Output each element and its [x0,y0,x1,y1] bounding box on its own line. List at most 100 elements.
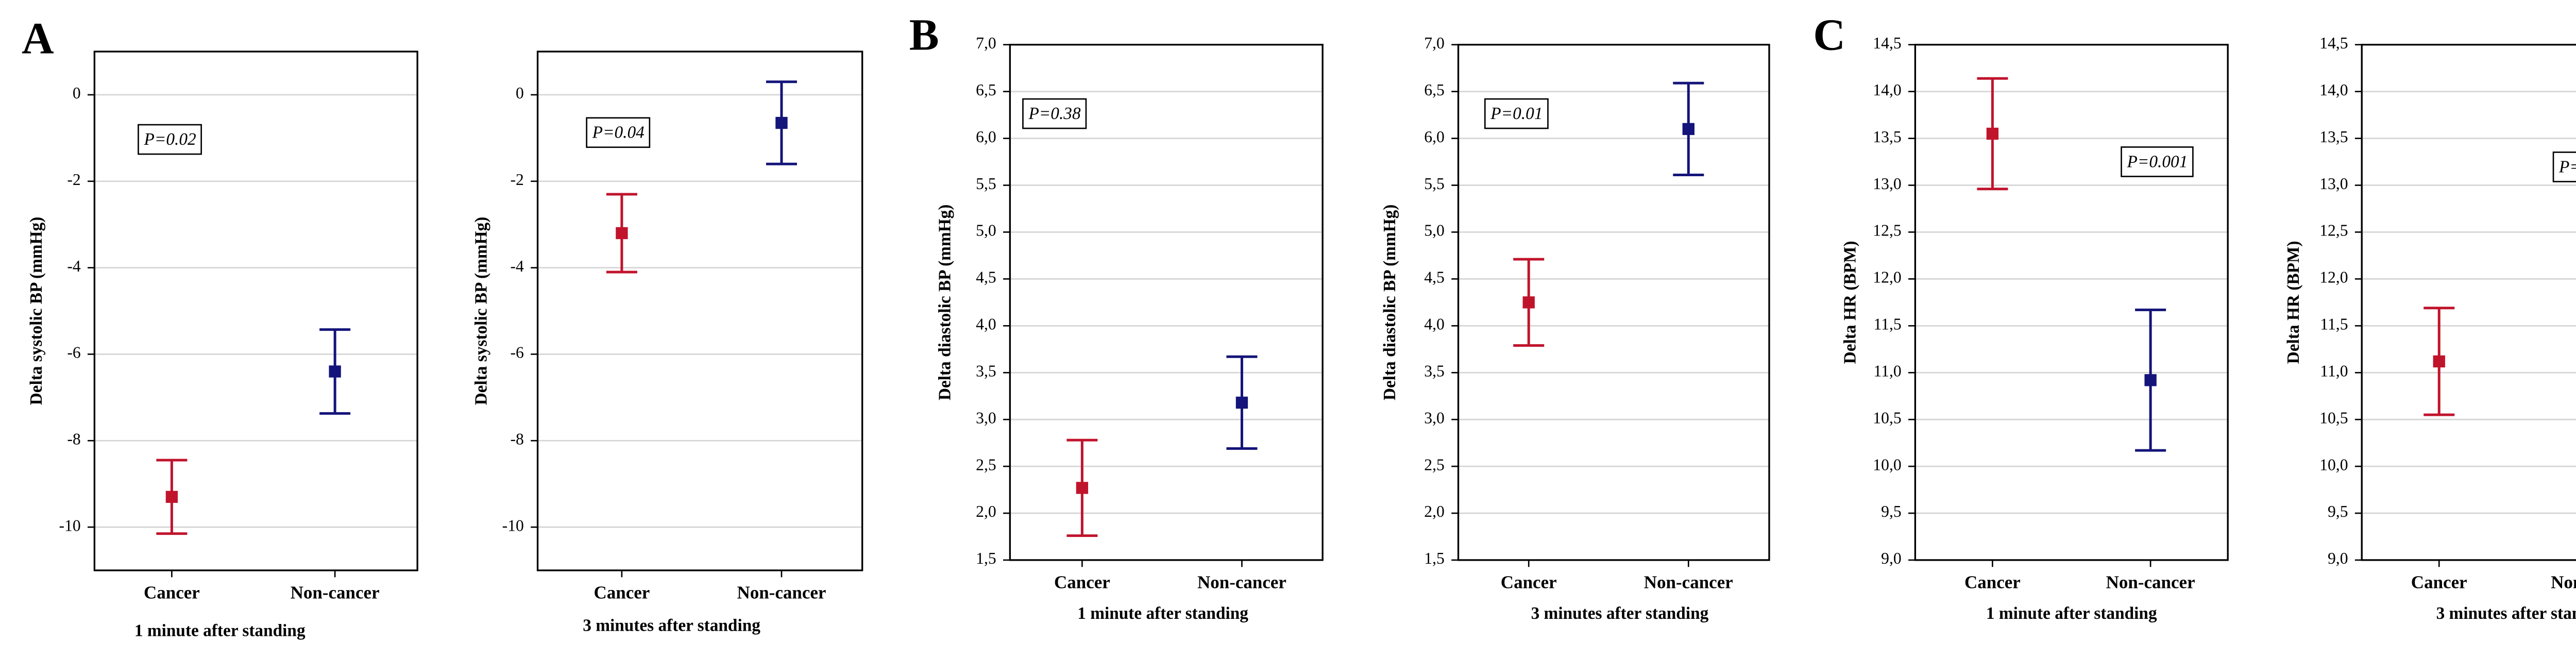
mean-marker [1235,396,1248,409]
y-tick-label: 7,0 [1424,34,1445,52]
plot-frame [93,50,418,571]
panel: -10 -8 -6 -4 -2 0 Cancer Non-cancer Delta systol… [472,50,863,635]
y-tick-label: 1,5 [976,549,996,567]
panel-label: C [1813,10,1845,60]
p-value-annotation: P=0.38 [1028,104,1081,123]
y-axis-label: Delta HR (BPM) [1841,241,1860,364]
panel-label: A [22,13,54,63]
y-tick-label: -2 [67,171,80,189]
y-tick-label: 12,0 [2319,268,2348,286]
mean-marker [1682,123,1694,136]
y-tick-label: -8 [510,430,523,448]
panel: 9,0 9,5 10,0 10,5 11,0 11,5 12,0 12,5 13,0 13,5 14… [1813,10,2229,623]
y-tick-label: 4,5 [976,268,996,286]
y-axis-label: Delta diastolic BP (mmHg) [1380,205,1399,400]
mean-marker [165,491,178,503]
y-tick-label: 4,0 [1424,315,1445,333]
x-tick-label: Cancer [594,583,650,603]
y-tick-label: 4,5 [1424,268,1445,286]
plot-frame [2361,44,2576,561]
x-tick-label: Non-cancer [2106,572,2195,593]
x-axis-label: 1 minute after standing [134,621,306,640]
y-tick-label: 9,0 [2328,549,2348,567]
y-tick-label: 0 [73,84,81,102]
y-tick-label: -10 [59,516,80,534]
p-value-annotation: P=0.02 [143,130,196,149]
y-tick-label: 3,5 [976,362,996,380]
y-axis-label: Delta systolic BP (mmHg) [27,217,46,406]
x-tick-label: Cancer [144,583,200,603]
y-tick-label: 11,0 [2320,362,2348,380]
y-tick-label: 11,5 [1873,315,1901,333]
mean-marker [1076,482,1089,494]
y-tick-label: 6,5 [976,81,996,99]
mean-marker [1986,127,1999,140]
y-tick-label: 11,0 [1873,362,1901,380]
mean-marker [1522,296,1535,309]
x-tick-label: Cancer [2411,572,2467,593]
mean-marker [775,116,788,129]
x-tick-label: Non-cancer [2551,572,2576,593]
x-tick-label: Cancer [1054,572,1110,593]
x-tick-label: Non-cancer [1197,572,1286,593]
y-tick-label: 2,0 [976,502,996,520]
mean-marker [2433,355,2445,368]
x-axis-label: 3 minutes after standing [2436,604,2576,623]
y-tick-label: -2 [510,171,523,189]
y-axis-label: Delta systolic BP (mmHg) [472,217,491,406]
y-tick-label: 10,5 [2319,409,2348,427]
y-tick-label: 3,5 [1424,362,1445,380]
annotation-box [586,117,651,148]
y-tick-label: 13,5 [2319,128,2348,146]
y-axis-label: Delta HR (BPM) [2284,241,2303,364]
y-tick-label: 12,5 [2319,222,2348,240]
x-tick-label: Non-cancer [737,583,826,603]
y-tick-label: 5,5 [1424,175,1445,193]
p-value-annotation: P=0.001 [2127,152,2188,171]
x-axis-label: 1 minute after standing [1077,604,1248,623]
y-tick-label: -4 [67,257,81,275]
mean-marker [616,227,628,240]
y-tick-label: 10,0 [2319,455,2348,474]
y-tick-label: 2,5 [1424,455,1445,474]
y-tick-label: -4 [510,257,524,275]
p-value-annotation: P=0.01 [1490,104,1543,123]
x-tick-label: Cancer [1964,572,2021,593]
y-tick-label: 3,0 [1424,409,1445,427]
plot-frame [536,50,863,571]
mean-marker [329,365,341,378]
y-tick-label: -8 [67,430,80,448]
y-tick-label: 4,0 [976,315,996,333]
y-tick-label: 5,5 [976,175,996,193]
panel: 9,0 9,5 10,0 10,5 11,0 11,5 12,0 12,5 13,0 13,5 14… [2284,34,2576,623]
y-tick-label: 13,0 [1873,175,1901,193]
y-tick-label: 9,5 [2328,502,2348,520]
annotation-box [2552,151,2576,182]
x-tick-label: Cancer [1501,572,1557,593]
y-tick-label: -6 [510,344,523,362]
y-tick-label: 12,5 [1873,222,1901,240]
y-tick-label: 11,5 [2320,315,2348,333]
y-tick-label: -10 [502,516,524,534]
annotation-box [1022,98,1087,129]
annotation-box [1484,98,1549,129]
y-tick-label: 14,5 [2319,34,2348,52]
annotation-box [2121,146,2194,177]
x-axis-label: 1 minute after standing [1986,604,2157,623]
y-tick-label: 6,0 [1424,128,1445,146]
p-value-annotation: P=0.04 [592,123,645,142]
y-tick-label: 1,5 [1424,549,1445,567]
panel: 1,5 2,0 2,5 3,0 3,5 4,0 4,5 5,0 5,5 6,0 6,5 7,0 Canc… [1380,34,1770,623]
y-tick-label: 12,0 [1873,268,1901,286]
y-tick-label: 10,5 [1873,409,1901,427]
x-axis-label: 3 minutes after standing [583,616,760,635]
y-tick-label: 0 [516,84,524,102]
y-tick-label: 13,5 [1873,128,1901,146]
y-tick-label: 9,5 [1881,502,1902,520]
y-tick-label: 3,0 [976,409,996,427]
y-tick-label: 5,0 [1424,222,1445,240]
y-tick-label: 6,5 [1424,81,1445,99]
y-tick-label: 14,0 [2319,81,2348,99]
